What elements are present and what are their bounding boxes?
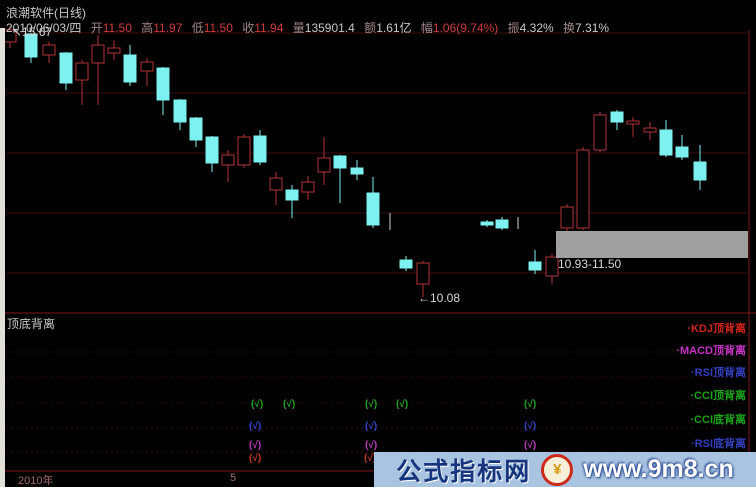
candlestick-down: [659, 129, 673, 156]
watermark-banner: 公式指标网 ¥ www.9m8.cn: [374, 452, 756, 487]
price-range-annotation: 10.93-11.50: [558, 257, 622, 271]
candlestick-up: [317, 157, 331, 173]
candlestick-down: [528, 261, 542, 271]
candlestick-down: [285, 189, 299, 201]
price-annotation-low: ←10.08: [418, 291, 461, 305]
legend-cci-top: ·CCI顶背离: [690, 390, 746, 402]
candlestick-down: [59, 52, 73, 84]
volume-field: 量135901.4: [292, 21, 355, 35]
candlestick-down: [173, 99, 187, 123]
candlestick-up: [269, 177, 283, 191]
turnover-field: 换7.31%: [563, 21, 610, 35]
candlestick-up: [140, 61, 154, 72]
candlestick-down: [399, 259, 413, 269]
candlestick-down: [123, 54, 137, 83]
watermark-url: www.9m8.cn: [583, 455, 734, 483]
candlestick-down: [610, 111, 624, 123]
low-field: 低11.50: [191, 21, 233, 35]
signal-marker-cci-top-signals: (√): [524, 399, 537, 410]
candlestick-up: [643, 127, 657, 133]
highlight-box: [556, 231, 748, 258]
close-field: 收11.94: [242, 21, 284, 35]
amount-field: 额1.61亿: [364, 21, 412, 35]
candlestick-down: [205, 136, 219, 164]
candlestick-down: [189, 117, 203, 141]
change-field: 幅1.06(9.74%): [420, 21, 499, 35]
signal-marker-cci-top-signals: (√): [396, 399, 409, 410]
candlestick-up: [75, 62, 89, 81]
open-field: 开11.50: [90, 21, 132, 35]
amplitude-field: 振4.32%: [507, 21, 554, 35]
site-logo-icon: ¥: [541, 453, 574, 486]
candlestick-down: [366, 192, 380, 226]
candlestick-down: [253, 135, 267, 163]
high-field: 高11.97: [141, 21, 183, 35]
signal-marker-macd-signals: (√): [524, 440, 537, 451]
signal-marker-kdj-signals: (√): [249, 453, 262, 464]
signal-marker-cci-top-signals: (√): [251, 399, 264, 410]
signal-marker-kdj-signals: (√): [364, 453, 377, 464]
signal-marker-rsi-signals: (√): [365, 421, 378, 432]
legend-rsi-bottom: ·RSI底背离: [691, 438, 746, 450]
candlestick-up: [91, 44, 105, 64]
candlestick-up: [576, 149, 590, 229]
signal-marker-macd-signals: (√): [365, 440, 378, 451]
stock-title: 浪潮软件(日线): [6, 6, 86, 20]
indicator-panel-title: 顶底背离: [7, 317, 56, 331]
candlestick-down: [675, 146, 689, 158]
candlestick-up: [593, 114, 607, 151]
signal-marker-macd-signals: (√): [249, 440, 262, 451]
legend-kdj-top: ·KDJ顶背离: [687, 323, 746, 335]
date-field: 2010/06/03/四: [6, 21, 82, 35]
candlestick-down: [495, 219, 509, 229]
watermark-site-name: 公式指标网: [396, 457, 532, 486]
signal-marker-cci-top-signals: (√): [365, 399, 378, 410]
candlestick-down: [350, 167, 364, 175]
signal-marker-rsi-signals: (√): [524, 421, 537, 432]
candlestick-down: [156, 67, 170, 101]
candlestick-up: [545, 256, 559, 277]
candlestick-down: [333, 155, 347, 169]
price-annotation-high: ↖15.67: [12, 25, 53, 39]
legend-rsi-top: ·RSI顶背离: [691, 367, 746, 379]
window-left-edge: [0, 28, 5, 487]
candlestick-down: [480, 221, 494, 226]
candlestick-up: [42, 44, 56, 56]
candlestick-down: [693, 161, 707, 181]
signal-marker-cci-top-signals: (√): [283, 399, 296, 410]
axis-month-label: 5: [230, 472, 237, 484]
candlestick-up: [221, 154, 235, 166]
legend-macd-top: ·MACD顶背离: [676, 345, 746, 357]
candlestick-up: [626, 120, 640, 125]
candlestick-up: [416, 262, 430, 285]
legend-cci-bottom: ·CCI底背离: [690, 414, 746, 426]
axis-year-label: 2010年: [18, 475, 54, 487]
signal-marker-rsi-signals: (√): [249, 421, 262, 432]
candlestick-up: [560, 206, 574, 229]
candlestick-down: [24, 33, 38, 58]
candlestick-up: [107, 47, 121, 54]
ohlc-info-bar: 2010/06/03/四 开11.50 高11.97 低11.50 收11.94…: [6, 19, 615, 36]
candlestick-up: [237, 136, 251, 166]
candlestick-up: [301, 181, 315, 193]
